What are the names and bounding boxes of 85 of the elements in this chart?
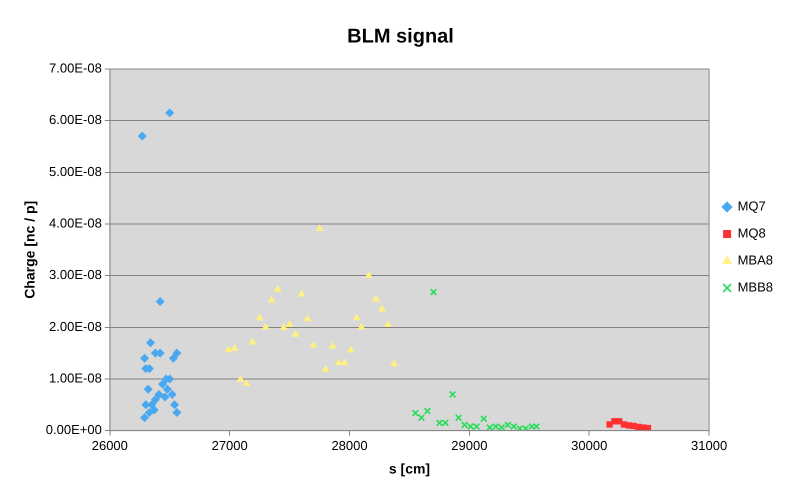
chart-title: BLM signal — [347, 26, 454, 48]
point — [328, 342, 337, 349]
point — [436, 419, 444, 426]
y-tick-label: 0.00E+00 — [46, 422, 102, 438]
point — [140, 354, 150, 363]
legend-label: MQ7 — [738, 198, 766, 214]
point — [310, 340, 318, 348]
legend-label: MBB8 — [738, 280, 774, 295]
y-tick-label: 4.00E-08 — [49, 216, 102, 231]
point — [498, 424, 506, 431]
point — [144, 408, 154, 418]
point — [522, 424, 530, 431]
x-tick-label: 30000 — [571, 438, 608, 453]
point — [340, 358, 349, 366]
point — [304, 314, 312, 322]
point — [160, 392, 170, 402]
y-tick-label: 5.00E-08 — [49, 164, 102, 179]
y-tick-label: 2.00E-08 — [49, 318, 102, 334]
point — [262, 322, 270, 330]
x-axis-title: s [cm] — [388, 460, 430, 476]
point — [322, 365, 330, 372]
y-tick-label: 1.00E-08 — [49, 370, 102, 386]
point — [172, 408, 182, 418]
point — [242, 379, 250, 386]
point — [384, 320, 392, 327]
point — [230, 344, 238, 351]
point — [466, 422, 474, 430]
point — [352, 313, 361, 320]
point — [460, 421, 468, 429]
point — [146, 338, 156, 348]
point — [158, 380, 168, 389]
point — [168, 390, 177, 399]
point — [424, 407, 432, 415]
point — [154, 390, 164, 399]
point — [140, 413, 150, 422]
point — [286, 320, 294, 327]
legend-label: MBA8 — [738, 252, 774, 268]
point — [346, 346, 355, 352]
point — [390, 359, 398, 366]
point — [316, 224, 324, 231]
point — [224, 346, 232, 352]
point — [448, 390, 456, 398]
point — [280, 323, 288, 330]
point — [412, 409, 420, 417]
point — [172, 348, 182, 358]
x-tick-label: 26000 — [92, 438, 128, 453]
point — [236, 374, 244, 382]
point — [486, 424, 494, 431]
x-tick-label: 28000 — [331, 438, 368, 453]
point — [168, 354, 178, 363]
point — [144, 384, 153, 394]
point — [156, 296, 165, 306]
point — [268, 296, 276, 303]
x-tick-label: 29000 — [451, 438, 488, 453]
point — [170, 400, 180, 410]
point — [418, 414, 426, 422]
point — [480, 415, 488, 422]
point — [454, 414, 462, 422]
point — [256, 313, 264, 320]
point — [492, 422, 500, 430]
point — [472, 422, 480, 430]
y-tick-label: 7.00E-08 — [49, 60, 102, 76]
point — [372, 294, 380, 302]
point — [516, 424, 524, 431]
point — [162, 384, 172, 394]
point — [292, 330, 300, 337]
x-tick-label: 27000 — [212, 438, 248, 453]
point — [364, 271, 373, 278]
point — [528, 422, 536, 430]
point — [430, 288, 438, 296]
y-tick-label: 3.00E-08 — [49, 267, 102, 282]
x-tick-label: 31000 — [691, 438, 728, 453]
point — [334, 358, 343, 366]
point — [248, 338, 256, 345]
y-axis-title: Charge [nc / p] — [21, 200, 38, 299]
point — [378, 304, 386, 312]
legend-label: MQ8 — [738, 226, 766, 241]
y-tick-label: 6.00E-08 — [49, 112, 102, 128]
point — [274, 285, 282, 292]
point — [442, 419, 450, 426]
point — [298, 290, 306, 296]
point — [358, 322, 366, 330]
point — [150, 395, 160, 404]
point — [510, 422, 518, 430]
point — [504, 421, 512, 429]
